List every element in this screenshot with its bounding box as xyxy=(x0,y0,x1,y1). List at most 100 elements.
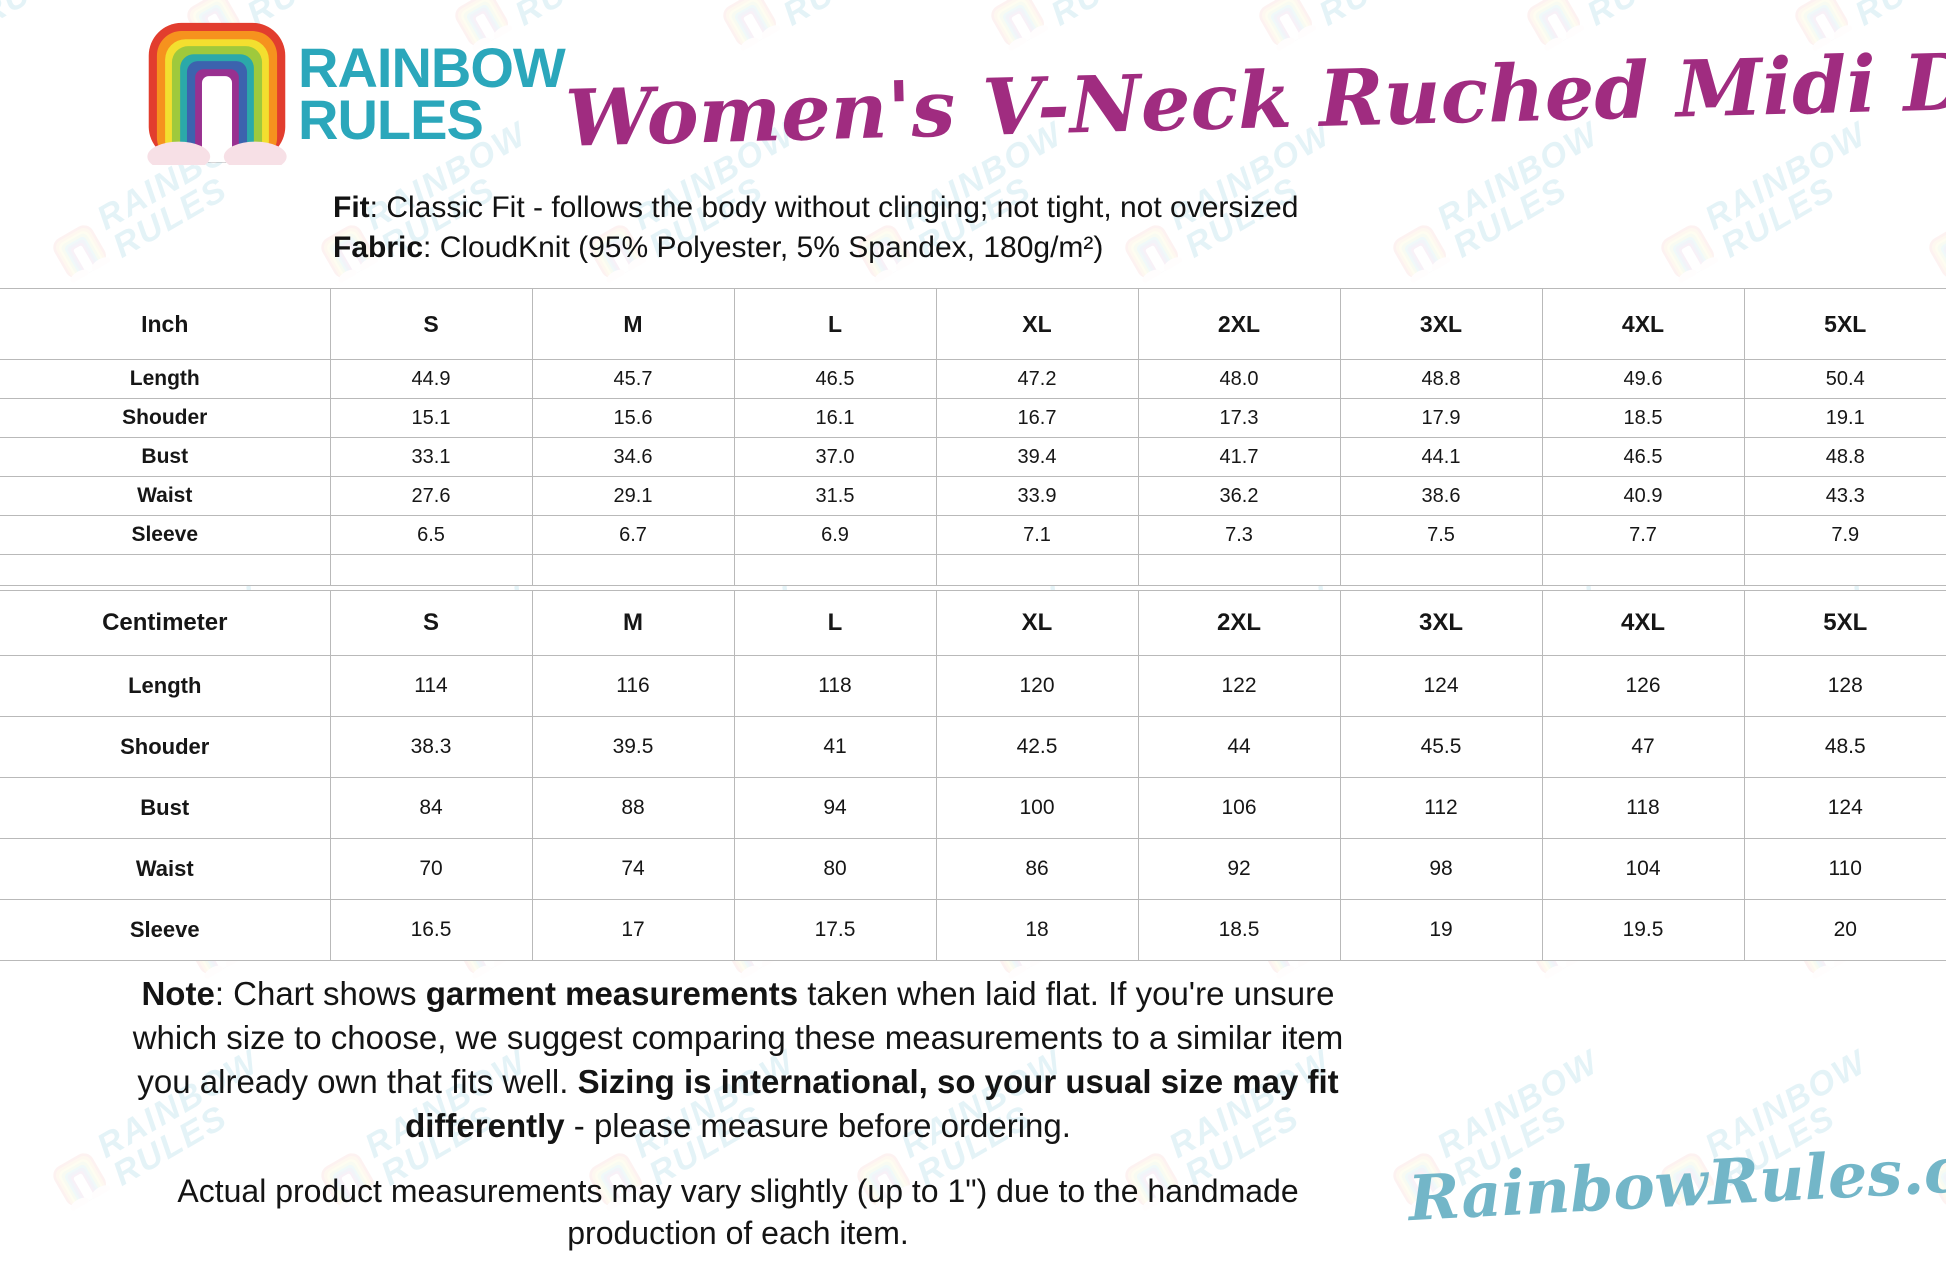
measurement-value: 43.3 xyxy=(1743,476,1946,516)
spacer-cell xyxy=(935,554,1139,586)
measurement-label: Sleeve xyxy=(0,899,331,961)
measurement-value: 126 xyxy=(1541,655,1745,717)
size-header: L xyxy=(733,288,937,360)
measurement-value: 7.9 xyxy=(1743,515,1946,555)
measurement-row: Shouder 38.3 39.5 41 42.5 44 45.5 47 48.5 xyxy=(0,716,1946,778)
note-segment: : Chart shows xyxy=(214,975,426,1012)
size-header: 3XL xyxy=(1339,288,1543,360)
measurement-value: 104 xyxy=(1541,838,1745,900)
size-header: XL xyxy=(935,590,1139,656)
measurement-label: Shouder xyxy=(0,398,331,438)
measurement-label: Waist xyxy=(0,838,331,900)
measurement-value: 80 xyxy=(733,838,937,900)
website-wordmark: RainbowRules.com xyxy=(1406,1127,1946,1236)
measurement-value: 16.5 xyxy=(329,899,533,961)
measurement-value: 40.9 xyxy=(1541,476,1745,516)
measurement-value: 45.5 xyxy=(1339,716,1543,778)
measurement-value: 106 xyxy=(1137,777,1341,839)
measurement-value: 7.7 xyxy=(1541,515,1745,555)
measurement-value: 46.5 xyxy=(1541,437,1745,477)
measurement-value: 18.5 xyxy=(1137,899,1341,961)
measurement-value: 84 xyxy=(329,777,533,839)
measurement-value: 46.5 xyxy=(733,359,937,399)
fabric-label: Fabric xyxy=(333,231,424,264)
measurement-row: Length 44.9 45.7 46.5 47.2 48.0 48.8 49.6 50.4 xyxy=(0,359,1946,399)
measurement-value: 38.6 xyxy=(1339,476,1543,516)
fit-label: Fit xyxy=(333,191,370,224)
measurement-value: 16.1 xyxy=(733,398,937,438)
measurement-row: Bust 33.1 34.6 37.0 39.4 41.7 44.1 46.5 48.8 xyxy=(0,437,1946,477)
fit-text: : Classic Fit - follows the body without… xyxy=(369,191,1299,224)
measurement-label: Length xyxy=(0,359,331,399)
measurement-value: 47 xyxy=(1541,716,1745,778)
size-header: 5XL xyxy=(1743,288,1946,360)
note-segment: - please measure before ordering. xyxy=(564,1107,1071,1144)
measurement-value: 42.5 xyxy=(935,716,1139,778)
spacer-cell xyxy=(0,554,331,586)
measurement-value: 37.0 xyxy=(733,437,937,477)
variance-note: Actual product measurements may vary sli… xyxy=(177,1173,1299,1251)
brand-line-2: RULES xyxy=(298,88,484,151)
spacer-cell xyxy=(1339,554,1543,586)
page-title: Women's V-Neck Ruched Midi Dress xyxy=(563,31,1946,165)
spacer-row xyxy=(0,554,1946,586)
measurement-value: 39.5 xyxy=(531,716,735,778)
measurement-value: 15.6 xyxy=(531,398,735,438)
measurement-value: 15.1 xyxy=(329,398,533,438)
measurement-label: Bust xyxy=(0,777,331,839)
measurement-value: 70 xyxy=(329,838,533,900)
measurement-value: 98 xyxy=(1339,838,1543,900)
measurement-value: 100 xyxy=(935,777,1139,839)
note-segment: Sizing is international, so your usual s… xyxy=(405,1063,1339,1144)
measurement-value: 88 xyxy=(531,777,735,839)
measurement-row: Bust 84 88 94 100 106 112 118 124 xyxy=(0,777,1946,839)
measurement-value: 122 xyxy=(1137,655,1341,717)
measurement-value: 20 xyxy=(1743,899,1946,961)
measurement-value: 50.4 xyxy=(1743,359,1946,399)
measurement-row: Shouder 15.1 15.6 16.1 16.7 17.3 17.9 18.5 19.1 xyxy=(0,398,1946,438)
spacer-cell xyxy=(1541,554,1745,586)
measurement-value: 41.7 xyxy=(1137,437,1341,477)
brand-line-1: RAINBOW xyxy=(298,35,566,99)
unit-header: Centimeter xyxy=(0,590,331,656)
measurement-value: 44.9 xyxy=(329,359,533,399)
measurement-value: 18.5 xyxy=(1541,398,1745,438)
spacer-cell xyxy=(329,554,533,586)
measurement-value: 38.3 xyxy=(329,716,533,778)
size-header: S xyxy=(329,288,533,360)
measurement-value: 17.3 xyxy=(1137,398,1341,438)
size-header: XL xyxy=(935,288,1139,360)
measurement-value: 110 xyxy=(1743,838,1946,900)
measurement-value: 6.7 xyxy=(531,515,735,555)
spacer-cell xyxy=(1743,554,1946,586)
sizing-note: Note: Chart shows garment measurements t… xyxy=(118,972,1358,1148)
measurement-value: 45.7 xyxy=(531,359,735,399)
measurement-row: Sleeve 6.5 6.7 6.9 7.1 7.3 7.5 7.7 7.9 xyxy=(0,515,1946,555)
measurement-value: 17.9 xyxy=(1339,398,1543,438)
spacer-cell xyxy=(531,554,735,586)
measurement-value: 118 xyxy=(733,655,937,717)
spacer-cell xyxy=(1137,554,1341,586)
brand-wordmark: RAINBOW RULES xyxy=(298,35,566,151)
fabric-text: : CloudKnit (95% Polyester, 5% Spandex, … xyxy=(423,231,1104,264)
size-header: 3XL xyxy=(1339,590,1543,656)
measurement-value: 7.3 xyxy=(1137,515,1341,555)
measurement-row: Waist 70 74 80 86 92 98 104 110 xyxy=(0,838,1946,900)
size-header: S xyxy=(329,590,533,656)
centimeter-size-table: Centimeter S M L XL 2XL 3XL 4XL 5XL Length 114 116 1… xyxy=(0,590,1946,961)
measurement-value: 19.1 xyxy=(1743,398,1946,438)
measurement-value: 124 xyxy=(1339,655,1543,717)
measurement-value: 49.6 xyxy=(1541,359,1745,399)
measurement-label: Length xyxy=(0,655,331,717)
measurement-value: 36.2 xyxy=(1137,476,1341,516)
measurement-value: 124 xyxy=(1743,777,1946,839)
inch-size-table: Inch S M L XL 2XL 3XL 4XL 5XL Length 44.9 45.7 46.5 4… xyxy=(0,288,1946,586)
measurement-label: Waist xyxy=(0,476,331,516)
unit-header: Inch xyxy=(0,288,331,360)
note-segment: garment measurements xyxy=(425,975,799,1012)
measurement-value: 33.1 xyxy=(329,437,533,477)
fit-line: Fit: Classic Fit - follows the body with… xyxy=(333,188,1298,228)
measurement-value: 27.6 xyxy=(329,476,533,516)
measurement-value: 86 xyxy=(935,838,1139,900)
